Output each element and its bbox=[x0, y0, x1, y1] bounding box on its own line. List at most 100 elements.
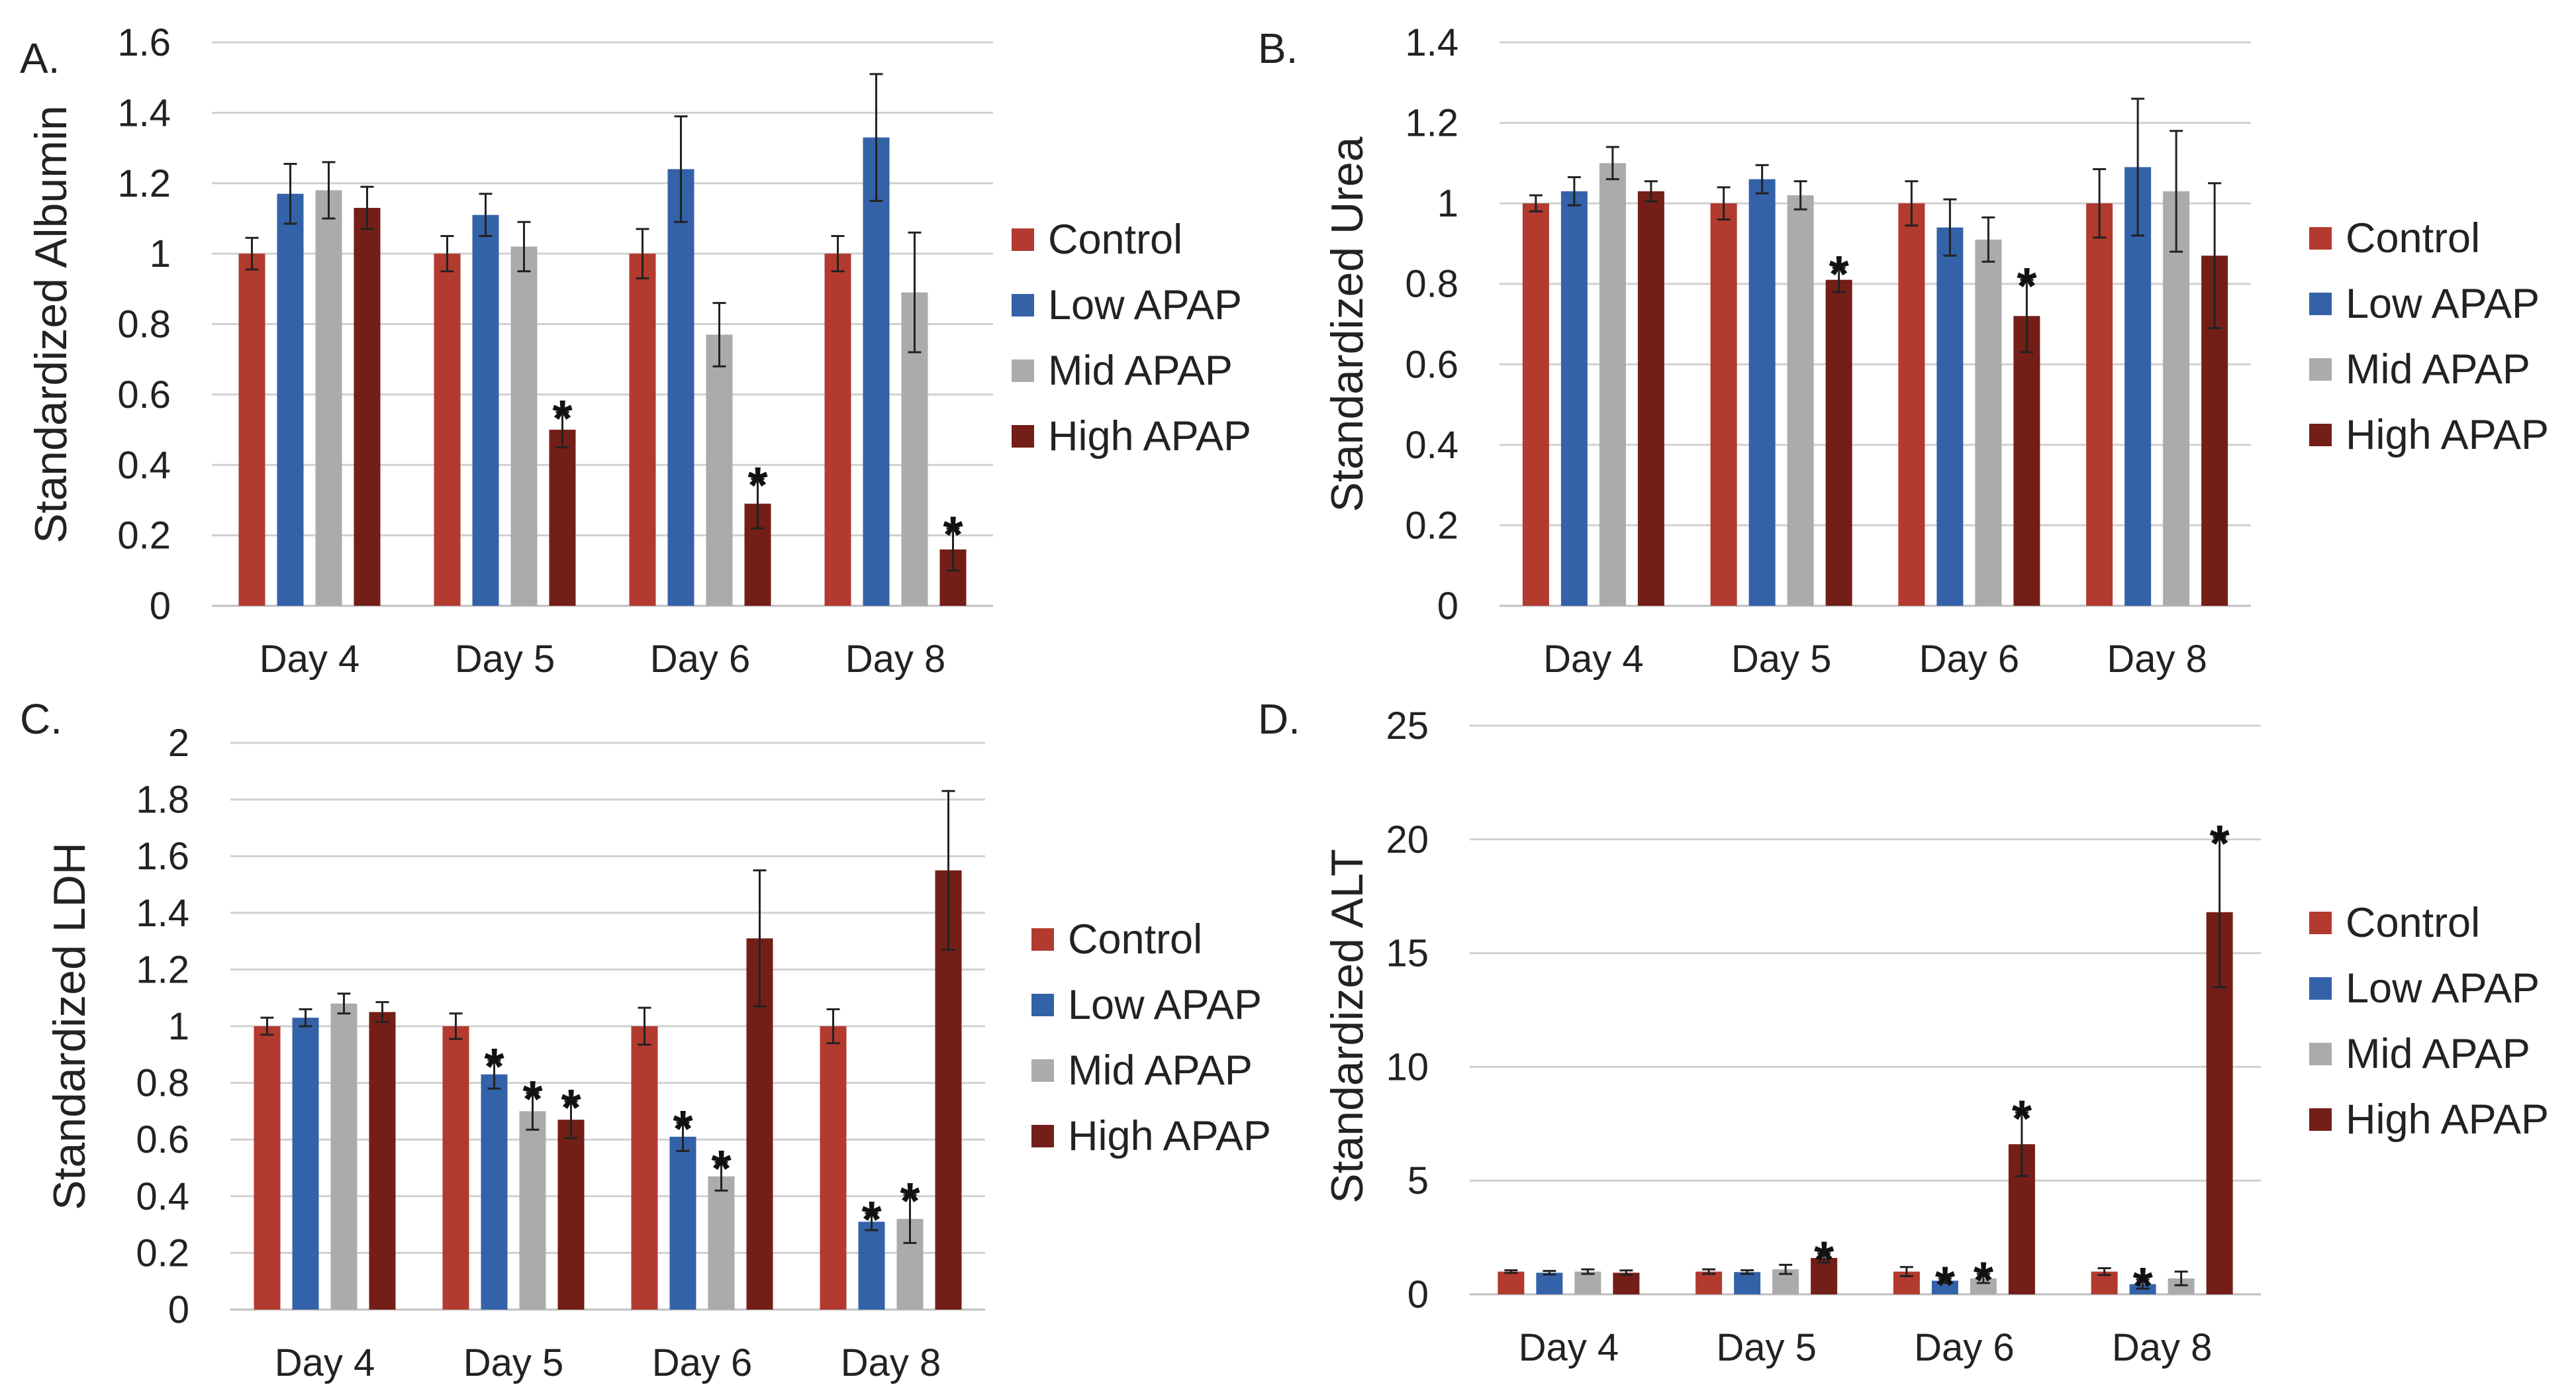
legend-label: Control bbox=[1048, 216, 1182, 263]
x-tick-label: Day 8 bbox=[841, 1341, 941, 1384]
bar bbox=[510, 246, 538, 606]
x-tick-label: Day 4 bbox=[275, 1341, 375, 1384]
legend-item: Control bbox=[2309, 215, 2480, 262]
bar bbox=[2163, 191, 2190, 606]
y-tick-label: 1.6 bbox=[136, 835, 189, 878]
significance-star: * bbox=[484, 1037, 504, 1095]
bar bbox=[1498, 1271, 1525, 1294]
bar bbox=[1787, 195, 1814, 606]
bar bbox=[669, 1136, 696, 1310]
chart-panel-2: B. 0 0.2 0.4 0.6 0.8 1 1.2 1.4 Standardized Urea D… bbox=[1258, 21, 2549, 681]
legend-item: Low APAP bbox=[2309, 965, 2540, 1012]
legend-item: High APAP bbox=[1031, 1113, 1271, 1159]
bar bbox=[1811, 1258, 1838, 1294]
bar bbox=[1613, 1273, 1640, 1294]
y-tick-label: 25 bbox=[1386, 704, 1429, 747]
legend-swatch bbox=[2309, 912, 2332, 934]
legend-item: Control bbox=[1031, 916, 1202, 963]
legend-swatch bbox=[2309, 424, 2332, 446]
significance-star: * bbox=[1935, 1255, 1956, 1314]
legend-swatch bbox=[1012, 228, 1034, 251]
bar bbox=[434, 254, 461, 606]
legend-label: Mid APAP bbox=[1048, 348, 1233, 394]
legend-label: High APAP bbox=[1068, 1113, 1271, 1159]
legend-item: High APAP bbox=[2309, 1096, 2549, 1143]
significance-star: * bbox=[522, 1070, 543, 1128]
legend: Control Low APAP Mid APAP High APAP bbox=[2309, 215, 2549, 458]
y-tick-label: 0.8 bbox=[117, 303, 171, 346]
bar bbox=[1975, 239, 2002, 606]
legend-label: Low APAP bbox=[1048, 282, 1242, 328]
y-tick-label: 1 bbox=[150, 232, 171, 275]
legend: Control Low APAP Mid APAP High APAP bbox=[2309, 900, 2549, 1143]
y-tick-label: 0.4 bbox=[117, 444, 171, 487]
legend-swatch bbox=[2309, 227, 2332, 250]
significance-star: * bbox=[2017, 257, 2037, 315]
legend-item: High APAP bbox=[2309, 412, 2549, 458]
bar bbox=[1599, 163, 1626, 606]
bar bbox=[1536, 1273, 1563, 1294]
bar bbox=[631, 1026, 658, 1310]
y-tick-label: 0.2 bbox=[1405, 504, 1458, 547]
chart-panel-3: C. 0 0.2 0.4 0.6 0.8 1 1.2 1.4 1.6 1.8 2 Standardize… bbox=[20, 695, 1271, 1384]
legend-item: Mid APAP bbox=[2309, 1031, 2530, 1077]
bar bbox=[1734, 1272, 1761, 1294]
bar bbox=[863, 137, 890, 606]
significance-star: * bbox=[900, 1172, 920, 1230]
x-tick-label: Day 4 bbox=[1543, 638, 1644, 681]
legend-swatch bbox=[1031, 928, 1054, 951]
x-tick-label: Day 4 bbox=[260, 638, 360, 681]
x-tick-label: Day 5 bbox=[1731, 638, 1832, 681]
panel-label: D. bbox=[1258, 695, 1300, 743]
y-axis-title: Standardized Urea bbox=[1322, 136, 1372, 512]
x-tick-label: Day 6 bbox=[650, 638, 751, 681]
y-tick-label: 1.8 bbox=[136, 779, 189, 822]
y-axis-title: Standardized LDH bbox=[44, 842, 95, 1210]
y-tick-label: 1.4 bbox=[117, 91, 171, 134]
y-tick-label: 0.6 bbox=[136, 1118, 189, 1161]
y-axis-title: Standardized ALT bbox=[1322, 849, 1372, 1204]
legend-item: Control bbox=[1012, 216, 1182, 263]
y-tick-label: 1.2 bbox=[1405, 102, 1458, 145]
significance-star: * bbox=[2012, 1089, 2032, 1147]
bar bbox=[481, 1074, 508, 1310]
y-tick-label: 0.2 bbox=[136, 1231, 189, 1274]
y-tick-label: 0.8 bbox=[136, 1062, 189, 1105]
panel-label: C. bbox=[20, 695, 62, 743]
legend-label: Low APAP bbox=[2346, 965, 2540, 1012]
significance-star: * bbox=[673, 1100, 693, 1158]
legend-label: Low APAP bbox=[2346, 281, 2540, 327]
x-tick-label: Day 8 bbox=[2112, 1326, 2213, 1369]
significance-star: * bbox=[861, 1190, 882, 1248]
bar bbox=[2086, 203, 2113, 606]
legend-label: Mid APAP bbox=[1068, 1047, 1253, 1094]
y-tick-label: 1.6 bbox=[117, 21, 171, 64]
legend: Control Low APAP Mid APAP High APAP bbox=[1031, 916, 1271, 1159]
bar bbox=[369, 1012, 396, 1310]
legend-label: Mid APAP bbox=[2346, 1031, 2530, 1077]
y-tick-label: 5 bbox=[1407, 1159, 1429, 1202]
bar bbox=[824, 254, 851, 606]
significance-star: * bbox=[2132, 1257, 2153, 1315]
significance-star: * bbox=[1829, 244, 1849, 303]
bar bbox=[277, 193, 304, 606]
bar bbox=[820, 1026, 847, 1310]
bar bbox=[1931, 1280, 1958, 1294]
legend-item: Low APAP bbox=[1012, 282, 1242, 328]
bar bbox=[706, 334, 733, 606]
significance-star: * bbox=[561, 1078, 581, 1136]
chart-panel-4: D. 0 5 10 15 20 25 Standardized ALT Day 4 Day 5 * D… bbox=[1258, 695, 2549, 1369]
bar bbox=[1898, 203, 1925, 606]
bar bbox=[667, 169, 694, 606]
significance-star: * bbox=[711, 1139, 732, 1197]
x-tick-label: Day 5 bbox=[1716, 1326, 1817, 1369]
x-tick-label: Day 5 bbox=[463, 1341, 564, 1384]
bar bbox=[472, 215, 499, 606]
y-tick-label: 0 bbox=[168, 1288, 189, 1331]
x-tick-label: Day 4 bbox=[1519, 1326, 1619, 1369]
legend-label: High APAP bbox=[2346, 1096, 2549, 1143]
bar bbox=[549, 430, 576, 606]
legend-label: Control bbox=[2346, 900, 2480, 946]
y-tick-label: 15 bbox=[1386, 932, 1429, 975]
bar bbox=[442, 1026, 469, 1310]
